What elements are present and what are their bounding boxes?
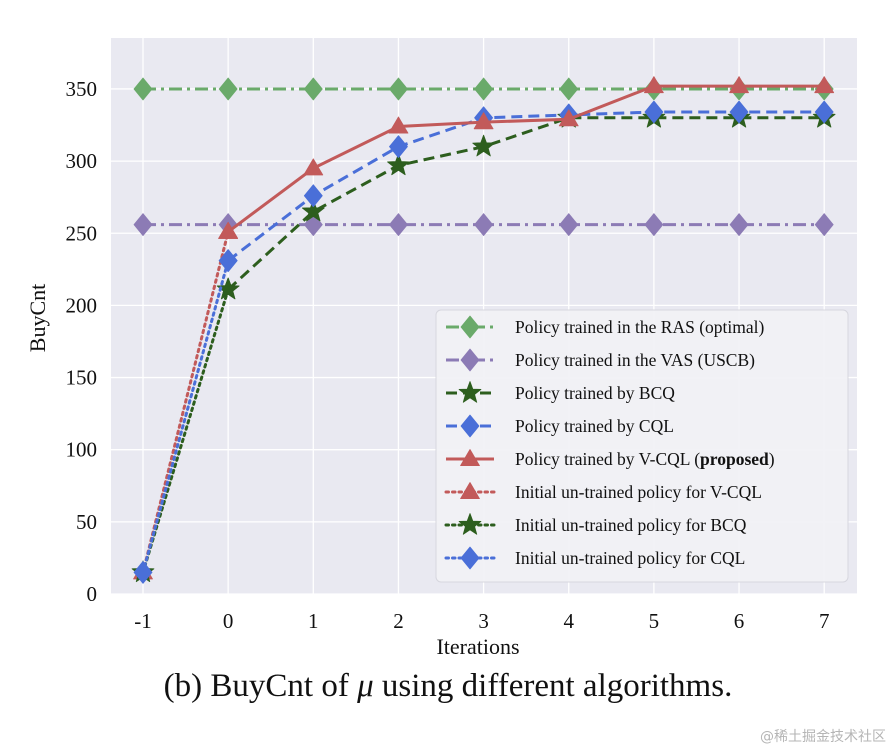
legend-item: Policy trained in the RAS (optimal): [446, 315, 765, 339]
legend-label: Policy trained by V-CQL (proposed): [515, 449, 775, 469]
data-point-diamond: [303, 184, 323, 208]
legend-item: Policy trained by BCQ: [446, 381, 675, 403]
y-axis-title: BuyCnt: [25, 284, 50, 352]
data-point-diamond: [133, 213, 153, 236]
legend-label: Policy trained in the RAS (optimal): [515, 317, 765, 337]
legend-item: Policy trained by V-CQL (proposed): [446, 449, 775, 469]
x-axis-ticks: -1 0 1 2 3 4 5 6 7: [134, 609, 829, 633]
legend-item: Initial un-trained policy for CQL: [444, 546, 745, 570]
figure-caption: (b) BuyCnt of μ using different algorith…: [0, 668, 896, 705]
series-7: [133, 249, 238, 584]
data-point-triangle: [814, 76, 835, 94]
data-point-diamond: [814, 213, 834, 236]
x-tick-label: 5: [649, 609, 660, 633]
data-point-diamond: [729, 213, 749, 236]
y-axis-ticks: 0 50 100 150 200 250 300 350: [66, 77, 98, 606]
legend-marker-diamond: [460, 348, 480, 372]
legend-marker-diamond: [460, 546, 480, 570]
chart: 0 50 100 150 200 250 300 350 -1 0 1 2 3 4 5 6 7 Iterati…: [25, 38, 857, 659]
y-tick-label: 200: [66, 293, 98, 317]
x-tick-label: 1: [308, 609, 319, 633]
caption-text-after: using different algorithms.: [381, 668, 733, 704]
data-point-diamond: [729, 100, 749, 124]
legend-label: Initial un-trained policy for BCQ: [515, 515, 747, 535]
data-point-diamond: [389, 77, 408, 101]
data-point-triangle: [473, 112, 494, 130]
legend-box: [435, 309, 849, 583]
series-0: [133, 77, 834, 101]
data-point-star: [216, 277, 240, 300]
legend-marker-star: [458, 513, 482, 535]
series-line: [227, 116, 825, 291]
data-point-triangle: [558, 109, 579, 127]
data-point-triangle: [644, 76, 664, 94]
legend-marker-triangle: [460, 449, 480, 467]
x-tick-label: 2: [393, 609, 404, 633]
data-point-diamond: [474, 77, 494, 101]
legend-marker-star: [458, 381, 482, 403]
data-point-diamond: [559, 77, 579, 101]
series-line: [227, 110, 825, 262]
watermark: @稀土掘金技术社区: [760, 729, 886, 745]
data-point-diamond: [389, 213, 408, 236]
legend: Policy trained in the RAS (optimal) Polic…: [435, 309, 849, 583]
data-point-diamond: [303, 77, 323, 101]
data-point-diamond: [389, 135, 408, 159]
y-tick-label: 150: [66, 366, 98, 390]
series-layer: [131, 76, 836, 584]
y-tick-label: 0: [87, 582, 98, 606]
y-tick-label: 350: [66, 77, 98, 101]
legend-item: Initial un-trained policy for V-CQL: [444, 482, 762, 502]
y-tick-label: 300: [66, 149, 98, 173]
legend-marker-triangle: [460, 482, 480, 500]
series-line: [141, 288, 230, 574]
caption-prefix: (b): [163, 668, 203, 704]
caption-text-before: BuyCnt of: [210, 668, 349, 704]
data-point-star: [301, 199, 325, 222]
legend-item: Policy trained by CQL: [446, 414, 674, 438]
legend-label: Initial un-trained policy for V-CQL: [515, 482, 762, 502]
legend-label: Initial un-trained policy for CQL: [515, 548, 745, 568]
legend-marker-diamond: [460, 414, 480, 438]
legend-label: Policy trained in the VAS (USCB): [515, 350, 755, 370]
legend-marker-diamond: [460, 315, 480, 339]
data-point-diamond: [133, 560, 153, 584]
legend-item: Policy trained in the VAS (USCB): [446, 348, 755, 372]
data-point-diamond: [644, 100, 664, 124]
data-point-star: [472, 134, 495, 157]
data-point-triangle: [729, 76, 749, 94]
data-point-triangle: [218, 221, 239, 239]
x-tick-label: 7: [819, 609, 830, 633]
x-tick-label: 0: [223, 609, 234, 633]
data-point-diamond: [644, 213, 664, 236]
data-point-diamond: [218, 77, 238, 101]
series-line: [227, 84, 825, 234]
data-point-diamond: [218, 249, 238, 273]
legend-label: Policy trained by BCQ: [515, 383, 675, 403]
data-point-diamond: [133, 77, 153, 101]
data-point-triangle: [303, 158, 324, 176]
series-line: [141, 259, 230, 574]
y-tick-label: 100: [66, 438, 98, 462]
y-tick-label: 250: [66, 221, 98, 245]
y-tick-label: 50: [76, 510, 97, 534]
x-tick-label: -1: [134, 609, 152, 633]
data-point-diamond: [559, 213, 579, 236]
caption-symbol: μ: [357, 668, 374, 704]
x-tick-label: 3: [478, 609, 489, 633]
x-tick-label: 4: [564, 609, 575, 633]
data-point-diamond: [474, 213, 494, 236]
x-tick-label: 6: [734, 609, 745, 633]
data-point-star: [387, 153, 410, 176]
data-point-triangle: [388, 116, 409, 134]
x-axis-title: Iterations: [436, 634, 519, 659]
legend-label: Policy trained by CQL: [515, 416, 674, 436]
data-point-diamond: [814, 100, 834, 124]
legend-item: Initial un-trained policy for BCQ: [444, 513, 747, 535]
